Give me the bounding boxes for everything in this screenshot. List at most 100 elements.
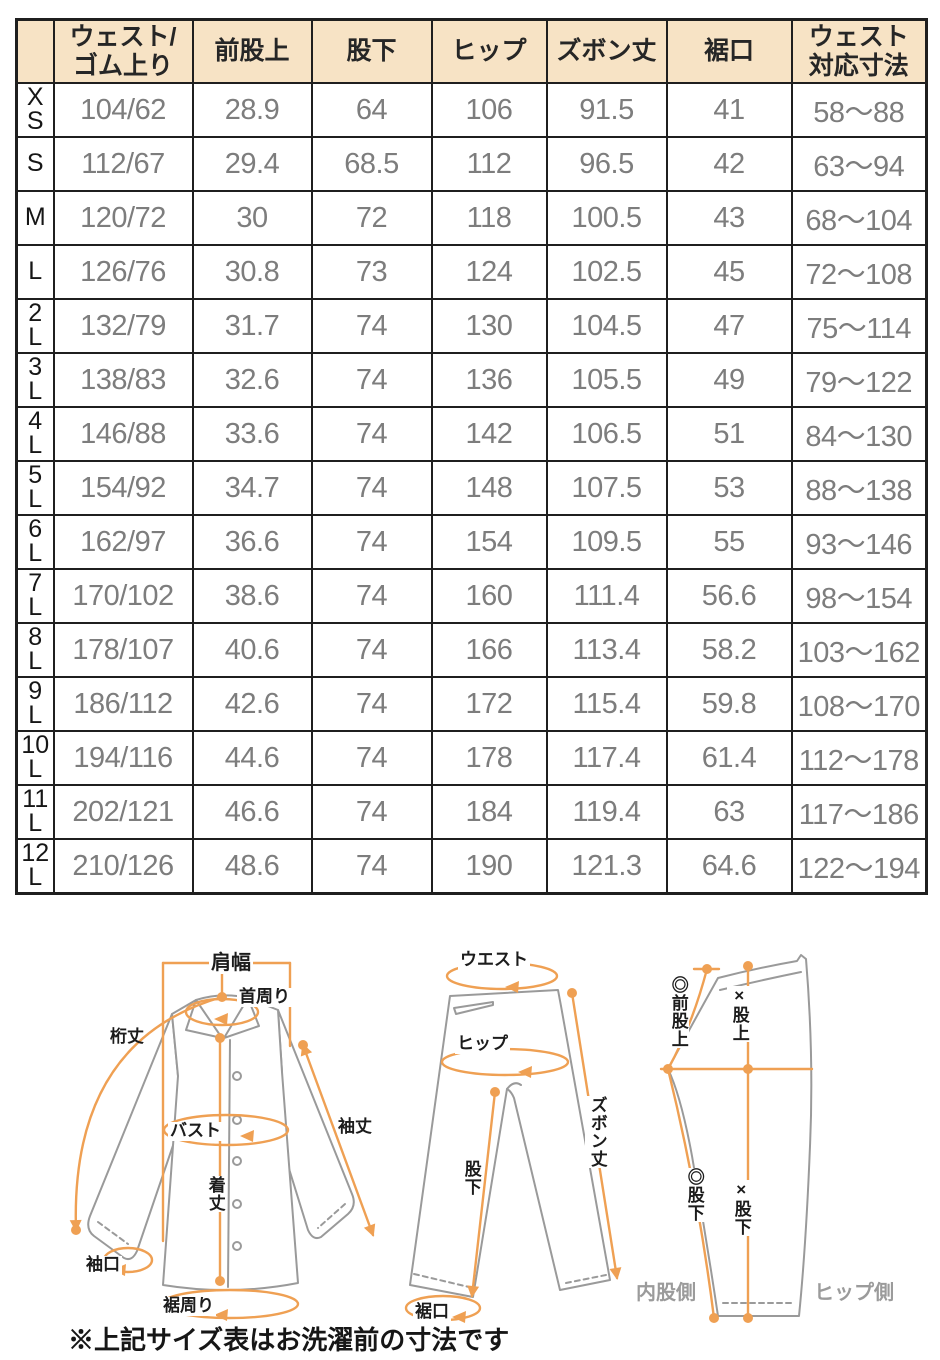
pants-crotch-hook: [506, 1082, 522, 1090]
pants-fly: [453, 1001, 494, 1015]
col-inseam: 股下: [310, 18, 433, 84]
cell-waist-elastic: 186/112: [52, 676, 194, 732]
cell-waist-elastic: 126/76: [52, 244, 194, 300]
table-row: X S 104/62 28.9 64 106 91.5 41 58〜88: [15, 82, 928, 138]
cell-hem-opening: 55: [665, 514, 793, 570]
table-row: 10 L 194/116 44.6 74 178 117.4 61.4 112〜178: [15, 730, 928, 786]
cell-hip: 160: [430, 568, 548, 624]
cell-hem-opening: 58.2: [665, 622, 793, 678]
table-row: 2 L 132/79 31.7 74 130 104.5 47 75〜114: [15, 298, 928, 354]
table-row: 8 L 178/107 40.6 74 166 113.4 58.2 103〜162: [15, 622, 928, 678]
shoulder-width-label: 肩幅: [209, 952, 253, 974]
cell-hip: 130: [430, 298, 548, 354]
col-front-rise: 前股上: [191, 18, 313, 84]
cell-hip: 154: [430, 514, 548, 570]
measurement-diagrams: 肩幅 首周り 桁丈 袖丈 バスト 着丈 袖口 裾周り ウエスト ヒップ ズボン丈…: [0, 946, 940, 1353]
cell-hem-opening: 43: [665, 190, 793, 246]
cell-front-rise: 34.7: [191, 460, 313, 516]
cell-hem-opening: 47: [665, 298, 793, 354]
bust-ellipse: [162, 1113, 290, 1147]
cell-waist-elastic: 202/121: [52, 784, 194, 840]
cell-front-rise: 42.6: [191, 676, 313, 732]
col-hip: ヒップ: [430, 18, 548, 84]
table-row: 12 L 210/126 48.6 74 190 121.3 64.6 122〜194: [15, 838, 928, 895]
bust-arrow: [240, 1130, 254, 1142]
cell-hem-opening: 63: [665, 784, 793, 840]
cell-front-rise: 36.6: [191, 514, 313, 570]
cell-pants-length: 115.4: [545, 676, 668, 732]
cell-front-rise: 31.7: [191, 298, 313, 354]
size-label: X S: [15, 82, 55, 138]
cell-hem-opening: 51: [665, 406, 793, 462]
cell-waist-elastic: 194/116: [52, 730, 194, 786]
cell-hip: 190: [430, 838, 548, 895]
table-row: L 126/76 30.8 73 124 102.5 45 72〜108: [15, 244, 928, 300]
yuki-length-line: [69, 995, 224, 1232]
cell-hem-opening: 53: [665, 460, 793, 516]
size-label: 5 L: [15, 460, 55, 516]
shirt-body: [162, 994, 299, 1291]
cell-hem-opening: 49: [665, 352, 793, 408]
cell-hip: 106: [430, 82, 548, 138]
size-label: 7 L: [15, 568, 55, 624]
front-rise-label: ◎前股上: [666, 976, 689, 1048]
cell-waist-elastic: 104/62: [52, 82, 194, 138]
shirt-left-cuff-stitch: [97, 1221, 129, 1245]
hip-side-label: ヒップ側: [814, 1282, 894, 1304]
cell-hem-opening: 45: [665, 244, 793, 300]
table-row: 5 L 154/92 34.7 74 148 107.5 53 88〜138: [15, 460, 928, 516]
neck-girth-label: 首周り: [237, 987, 292, 1007]
cell-front-rise: 48.6: [191, 838, 313, 895]
cell-pants-length: 121.3: [545, 838, 668, 895]
table-row: 7 L 170/102 38.6 74 160 111.4 56.6 98〜154: [15, 568, 928, 624]
cell-hip: 172: [430, 676, 548, 732]
cell-pants-length: 107.5: [545, 460, 668, 516]
pants-right-hem-stitch: [565, 1274, 607, 1284]
table-row: 9 L 186/112 42.6 74 172 115.4 59.8 108〜170: [15, 676, 928, 732]
cell-hem-opening: 42: [665, 136, 793, 192]
cell-inseam: 74: [310, 514, 433, 570]
size-label: 10 L: [15, 730, 55, 786]
cell-waist-range: 117〜186: [790, 784, 928, 840]
cell-hip: 178: [430, 730, 548, 786]
hip-label: ヒップ: [455, 1034, 510, 1054]
cell-waist-range: 84〜130: [790, 406, 928, 462]
cell-pants-length: 109.5: [545, 514, 668, 570]
cell-waist-range: 93〜146: [790, 514, 928, 570]
size-label: S: [15, 136, 55, 192]
cell-waist-range: 63〜94: [790, 136, 928, 192]
cell-waist-range: 58〜88: [790, 82, 928, 138]
cell-waist-range: 79〜122: [790, 352, 928, 408]
cell-waist-range: 68〜104: [790, 190, 928, 246]
cell-waist-range: 88〜138: [790, 460, 928, 516]
size-label: 4 L: [15, 406, 55, 462]
size-label: 11 L: [15, 784, 55, 840]
size-table-body: X S 104/62 28.9 64 106 91.5 41 58〜88 S 112/…: [15, 82, 928, 895]
cell-waist-range: 122〜194: [790, 838, 928, 895]
cell-hip: 124: [430, 244, 548, 300]
cell-pants-length: 117.4: [545, 730, 668, 786]
cell-hem-opening: 41: [665, 82, 793, 138]
header-row: ウェスト/ ゴム上り 前股上 股下 ヒップ ズボン丈 裾口 ウェスト 対応寸法: [15, 18, 928, 84]
cell-waist-range: 72〜108: [790, 244, 928, 300]
cell-pants-length: 119.4: [545, 784, 668, 840]
size-label: 3 L: [15, 352, 55, 408]
cell-waist-range: 75〜114: [790, 298, 928, 354]
col-size: [15, 18, 55, 84]
pants-length-label: ズボン丈: [585, 1096, 608, 1168]
shirt-right-lapel: [223, 997, 260, 1039]
cell-hem-opening: 56.6: [665, 568, 793, 624]
size-label: M: [15, 190, 55, 246]
size-label: 9 L: [15, 676, 55, 732]
col-waist-range: ウェスト 対応寸法: [790, 18, 928, 84]
hip-arrow: [518, 1066, 532, 1078]
inseam-a-label: ◎股下: [682, 1168, 705, 1222]
cell-hip: 142: [430, 406, 548, 462]
hem-girth-arrow: [214, 1309, 228, 1321]
bust-label: バスト: [168, 1121, 223, 1141]
inseam-line: [467, 1090, 497, 1298]
cell-waist-elastic: 210/126: [52, 838, 194, 895]
cell-inseam: 74: [310, 784, 433, 840]
cell-hip: 112: [430, 136, 548, 192]
